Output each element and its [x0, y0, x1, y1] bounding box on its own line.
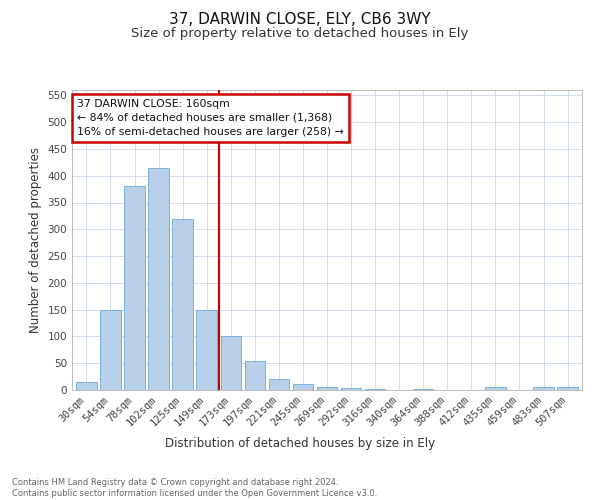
Bar	[269, 380, 289, 390]
Text: 37, DARWIN CLOSE, ELY, CB6 3WY: 37, DARWIN CLOSE, ELY, CB6 3WY	[169, 12, 431, 28]
Bar	[533, 388, 554, 390]
Y-axis label: Number of detached properties: Number of detached properties	[29, 147, 42, 333]
Bar	[293, 384, 313, 390]
Bar	[245, 360, 265, 390]
Bar	[148, 168, 169, 390]
Bar	[557, 388, 578, 390]
Bar	[485, 388, 506, 390]
Bar	[124, 186, 145, 390]
Text: Contains HM Land Registry data © Crown copyright and database right 2024.
Contai: Contains HM Land Registry data © Crown c…	[12, 478, 377, 498]
Bar	[76, 382, 97, 390]
Bar	[341, 388, 361, 390]
Bar	[172, 218, 193, 390]
Bar	[317, 388, 337, 390]
Text: Size of property relative to detached houses in Ely: Size of property relative to detached ho…	[131, 28, 469, 40]
Bar	[100, 310, 121, 390]
Bar	[221, 336, 241, 390]
Text: 37 DARWIN CLOSE: 160sqm
← 84% of detached houses are smaller (1,368)
16% of semi: 37 DARWIN CLOSE: 160sqm ← 84% of detache…	[77, 99, 344, 137]
Bar	[196, 310, 217, 390]
Text: Distribution of detached houses by size in Ely: Distribution of detached houses by size …	[165, 438, 435, 450]
